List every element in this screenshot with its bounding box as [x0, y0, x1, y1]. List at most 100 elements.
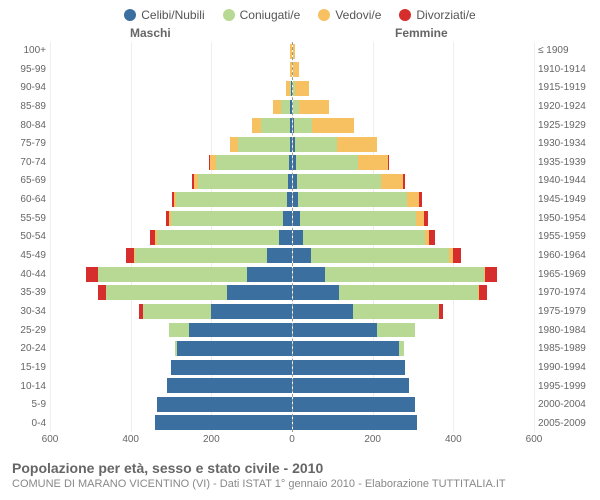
bar-segment: [294, 118, 312, 133]
bar-segment: [211, 304, 291, 319]
bar-segment: [295, 137, 337, 152]
female-bar: [293, 323, 535, 338]
bar-segment: [261, 118, 289, 133]
y-tick-age: 35-39: [8, 287, 46, 298]
bar-segment: [479, 285, 487, 300]
bar-segment: [298, 192, 407, 207]
footer: Popolazione per età, sesso e stato civil…: [0, 450, 600, 490]
y-tick-birth: 1955-1959: [538, 231, 592, 242]
bar-segment: [293, 323, 378, 338]
male-bar: [50, 62, 292, 77]
female-bar: [293, 211, 535, 226]
y-tick-age: 50-54: [8, 231, 46, 242]
legend-dot-icon: [124, 9, 136, 21]
legend-item: Celibi/Nubili: [124, 8, 204, 22]
bar-segment: [227, 285, 291, 300]
age-row: [50, 191, 534, 210]
y-tick-birth: 1915-1919: [538, 82, 592, 93]
y-tick-age: 15-19: [8, 362, 46, 373]
age-row: [50, 172, 534, 191]
bar-segment: [339, 285, 478, 300]
bar-segment: [98, 267, 247, 282]
column-headers: Maschi Femmine: [0, 26, 600, 42]
bar-segment: [177, 341, 292, 356]
bar-rows: [50, 42, 534, 432]
bar-segment: [293, 378, 410, 393]
legend-item: Divorziati/e: [399, 8, 475, 22]
age-row: [50, 61, 534, 80]
bar-segment: [416, 211, 423, 226]
bar-segment: [247, 267, 291, 282]
female-bar: [293, 118, 535, 133]
y-tick-birth: 1970-1974: [538, 287, 592, 298]
y-tick-birth: 2005-2009: [538, 418, 592, 429]
plot: [50, 42, 534, 432]
legend-dot-icon: [399, 9, 411, 21]
age-row: [50, 265, 534, 284]
bar-segment: [157, 397, 292, 412]
age-row: [50, 284, 534, 303]
bar-segment: [279, 230, 291, 245]
legend-label: Vedovi/e: [335, 8, 381, 22]
x-tick: 600: [42, 434, 59, 445]
bar-segment: [171, 211, 284, 226]
y-tick-age: 95-99: [8, 64, 46, 75]
x-tick: 0: [289, 434, 295, 445]
bar-segment: [281, 100, 290, 115]
bar-segment: [289, 155, 292, 170]
bar-segment: [293, 285, 339, 300]
bar-segment: [216, 155, 288, 170]
bar-segment: [293, 267, 325, 282]
bar-segment: [295, 81, 309, 96]
bar-segment: [297, 174, 382, 189]
y-tick-age: 0-4: [8, 418, 46, 429]
age-row: [50, 302, 534, 321]
bar-segment: [98, 285, 107, 300]
y-tick-age: 100+: [8, 45, 46, 56]
bar-segment: [293, 230, 303, 245]
bar-segment: [143, 304, 211, 319]
bar-segment: [296, 155, 358, 170]
y-tick-age: 65-69: [8, 175, 46, 186]
bar-segment: [293, 341, 400, 356]
x-tick: 600: [526, 434, 543, 445]
bar-segment: [126, 248, 134, 263]
bar-segment: [453, 248, 461, 263]
age-row: [50, 321, 534, 340]
bar-segment: [293, 44, 295, 59]
bar-segment: [288, 174, 291, 189]
bar-segment: [429, 230, 435, 245]
bar-segment: [293, 62, 299, 77]
y-tick-age: 10-14: [8, 381, 46, 392]
bar-segment: [293, 415, 418, 430]
y-tick-age: 80-84: [8, 120, 46, 131]
male-bar: [50, 285, 292, 300]
male-bar: [50, 360, 292, 375]
y-tick-birth: ≤ 1909: [538, 45, 592, 56]
bar-segment: [293, 360, 406, 375]
male-bar: [50, 397, 292, 412]
bar-segment: [290, 62, 291, 77]
legend-dot-icon: [223, 9, 235, 21]
male-bar: [50, 248, 292, 263]
y-tick-birth: 1920-1924: [538, 101, 592, 112]
female-bar: [293, 230, 535, 245]
legend-label: Coniugati/e: [240, 8, 301, 22]
male-header: Maschi: [130, 26, 171, 40]
bar-segment: [377, 323, 415, 338]
bar-segment: [381, 174, 403, 189]
bar-segment: [293, 304, 353, 319]
legend-item: Vedovi/e: [318, 8, 381, 22]
age-row: [50, 209, 534, 228]
male-bar: [50, 341, 292, 356]
bar-segment: [353, 304, 440, 319]
bar-segment: [424, 211, 428, 226]
male-bar: [50, 81, 292, 96]
male-bar: [50, 100, 292, 115]
legend: Celibi/Nubili Coniugati/e Vedovi/e Divorzia…: [0, 0, 600, 26]
age-row: [50, 246, 534, 265]
bar-segment: [303, 230, 426, 245]
age-row: [50, 376, 534, 395]
bar-segment: [407, 192, 419, 207]
y-axis-right: ≤ 19091910-19141915-19191920-19241925-19…: [534, 42, 592, 432]
